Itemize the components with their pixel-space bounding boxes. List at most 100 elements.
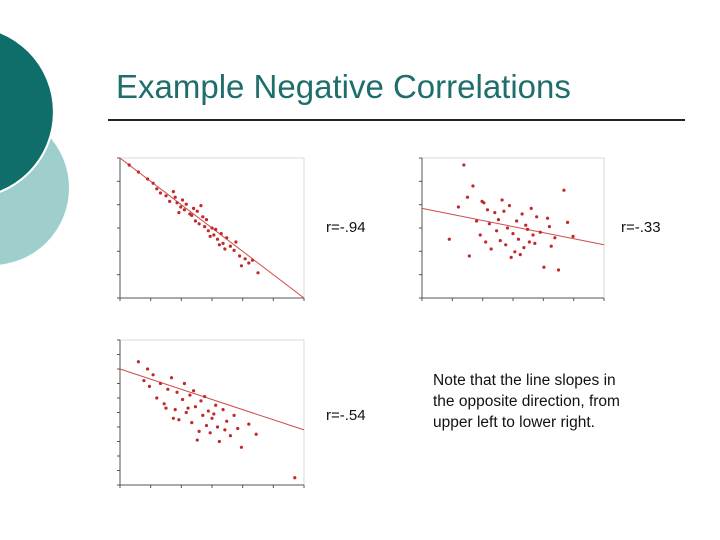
data-point xyxy=(250,258,255,262)
data-point xyxy=(549,244,553,248)
data-point xyxy=(136,360,140,364)
data-point xyxy=(204,218,209,222)
data-point xyxy=(238,254,242,258)
data-point xyxy=(179,205,183,209)
regression-line xyxy=(421,207,605,246)
data-point xyxy=(184,202,188,206)
data-point xyxy=(504,243,508,247)
data-point xyxy=(524,223,528,227)
data-point xyxy=(186,406,190,410)
data-point xyxy=(201,215,205,219)
data-point xyxy=(505,226,510,230)
data-point xyxy=(192,389,196,393)
data-point xyxy=(239,264,244,268)
data-point xyxy=(221,241,225,245)
data-point xyxy=(208,431,212,435)
data-point xyxy=(169,376,174,380)
data-point xyxy=(192,206,196,210)
data-point xyxy=(173,408,177,412)
data-point xyxy=(478,233,482,237)
data-point xyxy=(197,222,201,226)
data-point xyxy=(210,416,214,420)
data-point xyxy=(136,170,140,174)
data-point xyxy=(518,253,522,257)
data-point xyxy=(493,211,497,215)
data-point xyxy=(188,393,192,397)
slide-title: Example Negative Correlations xyxy=(116,68,571,105)
data-point xyxy=(195,209,199,213)
r-value-plot-1: r=-.94 xyxy=(326,219,366,236)
plot-frame xyxy=(421,157,605,299)
data-point xyxy=(177,211,181,215)
data-point xyxy=(234,240,238,244)
data-point xyxy=(485,208,490,212)
data-point xyxy=(204,423,209,428)
data-point xyxy=(467,254,471,258)
data-point xyxy=(487,222,491,226)
data-point xyxy=(158,191,163,195)
data-point xyxy=(217,243,221,247)
data-point xyxy=(527,240,531,244)
data-point xyxy=(190,213,194,217)
data-point xyxy=(171,190,175,194)
data-point xyxy=(175,390,179,394)
data-point xyxy=(147,384,152,388)
data-point xyxy=(484,240,488,244)
data-point xyxy=(566,220,570,224)
data-point xyxy=(168,199,172,203)
data-point xyxy=(217,439,221,444)
data-point xyxy=(184,410,188,415)
data-point xyxy=(239,445,244,449)
data-point xyxy=(500,198,504,202)
data-point xyxy=(208,234,212,238)
data-point xyxy=(542,265,546,269)
data-point xyxy=(538,230,542,234)
data-point xyxy=(496,218,501,222)
data-point xyxy=(142,379,146,383)
data-point xyxy=(214,403,218,407)
data-point xyxy=(247,422,251,426)
decorative-circles xyxy=(0,31,69,265)
data-point xyxy=(232,413,236,417)
data-point xyxy=(182,208,186,212)
data-point xyxy=(182,381,186,386)
data-point xyxy=(498,239,502,243)
data-point xyxy=(228,434,232,438)
data-point xyxy=(210,226,214,230)
data-point xyxy=(535,215,539,219)
data-point xyxy=(247,261,251,265)
data-point xyxy=(206,229,210,233)
data-point xyxy=(171,416,175,420)
data-point xyxy=(190,421,194,425)
data-point xyxy=(456,205,460,209)
data-point xyxy=(193,405,198,409)
data-point xyxy=(256,271,260,275)
data-point xyxy=(225,236,229,240)
data-point xyxy=(236,426,240,431)
data-point xyxy=(162,402,166,406)
regression-line xyxy=(119,368,305,431)
data-point xyxy=(164,194,168,198)
data-point xyxy=(228,244,232,248)
data-point xyxy=(212,412,216,416)
r-value-plot-3: r=-.54 xyxy=(326,407,366,424)
data-point xyxy=(173,195,177,199)
data-point xyxy=(180,198,185,202)
white-ring xyxy=(0,31,55,193)
data-point xyxy=(212,233,216,237)
data-point xyxy=(203,225,207,229)
data-point xyxy=(146,177,150,181)
data-point xyxy=(151,181,155,185)
data-point xyxy=(199,204,203,208)
data-point xyxy=(515,219,519,223)
data-point xyxy=(155,187,159,191)
data-point xyxy=(529,206,533,210)
data-point xyxy=(525,227,530,231)
data-point xyxy=(127,163,131,167)
data-point xyxy=(175,201,179,205)
data-point xyxy=(293,476,297,480)
data-point xyxy=(533,241,537,245)
data-point xyxy=(180,397,185,402)
data-point xyxy=(447,237,451,241)
data-point xyxy=(223,247,227,251)
